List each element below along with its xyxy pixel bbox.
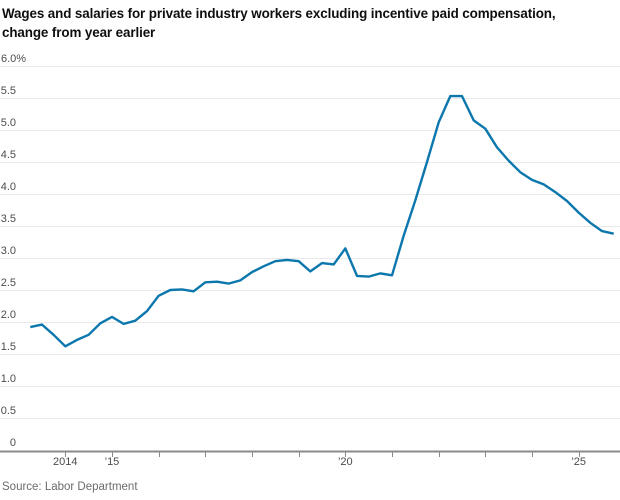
chart-title-line-1: Wages and salaries for private industry … bbox=[2, 6, 556, 21]
y-axis-label: 2.5 bbox=[0, 277, 16, 289]
y-axis-label: 0 bbox=[9, 437, 16, 449]
source-note: Source: Labor Department bbox=[2, 481, 138, 493]
y-axis-label: 5.0 bbox=[0, 117, 16, 129]
wage-growth-line bbox=[30, 94, 614, 348]
y-axis-label: 0.5 bbox=[0, 405, 16, 417]
y-axis-label: 1.5 bbox=[0, 341, 16, 353]
chart-title-line-2: change from year earlier bbox=[2, 25, 156, 40]
y-axis-label: 3.0 bbox=[0, 245, 16, 257]
y-axis-label: 2.0 bbox=[0, 309, 16, 321]
x-axis-label: 2014 bbox=[53, 456, 78, 468]
y-axis-label: 3.5 bbox=[0, 213, 16, 225]
y-axis-label: 5.5 bbox=[0, 85, 16, 97]
y-axis-label: 1.0 bbox=[0, 373, 16, 385]
chart-title: Wages and salaries for private industry … bbox=[2, 4, 556, 42]
x-axis-label: ’20 bbox=[337, 456, 353, 468]
y-axis-label: 6.0% bbox=[1, 53, 27, 65]
y-axis-label: 4.0 bbox=[0, 181, 16, 193]
zero-axis-line bbox=[0, 450, 620, 453]
x-tick-marks bbox=[65, 452, 580, 457]
x-axis-label: ’15 bbox=[104, 456, 120, 468]
x-axis-label: ’25 bbox=[571, 456, 586, 468]
gridlines bbox=[0, 66, 620, 419]
y-axis-label: 4.5 bbox=[0, 149, 16, 161]
